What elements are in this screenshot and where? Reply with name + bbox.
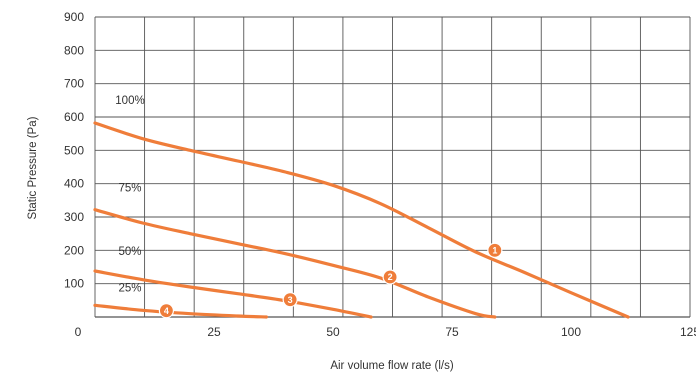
curve-label: 50% [118, 246, 141, 258]
marker-circle [487, 242, 503, 258]
marker-1: 1 [487, 242, 503, 258]
curve-50-percent [93, 269, 373, 319]
y-tick-label: 400 [64, 177, 84, 191]
curve-label: 25% [118, 282, 141, 294]
y-tick-label: 900 [64, 10, 84, 24]
y-tick-label: 200 [64, 243, 84, 257]
curve-25-percent [93, 303, 268, 319]
curves [93, 121, 630, 319]
x-tick-label: 75 [445, 325, 459, 339]
y-tick-label: 700 [64, 77, 84, 91]
y-tick-label: 600 [64, 110, 84, 124]
x-tick-label: 0 [75, 325, 82, 339]
x-axis-title: Air volume flow rate (l/s) [330, 360, 454, 372]
marker-circle [158, 303, 174, 319]
x-tick-label: 25 [207, 325, 221, 339]
y-tick-label: 100 [64, 277, 84, 291]
marker-number: 1 [492, 246, 497, 256]
markers: 1 2 3 4 [158, 242, 503, 319]
y-tick-label: 500 [64, 143, 84, 157]
marker-2: 2 [382, 269, 398, 285]
marker-3: 3 [282, 292, 298, 308]
curve-label: 75% [118, 183, 141, 195]
marker-4: 4 [158, 303, 174, 319]
marker-number: 2 [388, 272, 393, 282]
marker-number: 4 [164, 306, 169, 316]
curve-label: 100% [115, 95, 144, 107]
curve-labels: 100% 75% 50% 25% [115, 95, 144, 294]
y-tick-label: 300 [64, 210, 84, 224]
x-tick-label: 50 [326, 325, 340, 339]
axis-ticks: 100 200 300 400 500 600 700 800 900 0 25 50 75 100 125 [64, 10, 696, 339]
marker-number: 3 [288, 295, 293, 305]
x-tick-label: 100 [561, 325, 581, 339]
marker-circle [382, 269, 398, 285]
curve-100-percent [93, 121, 630, 319]
x-tick-label: 125 [680, 325, 696, 339]
marker-circle [282, 292, 298, 308]
y-tick-label: 800 [64, 43, 84, 57]
curve-75-percent [93, 208, 497, 319]
y-axis-title: Static Pressure (Pa) [27, 116, 39, 219]
